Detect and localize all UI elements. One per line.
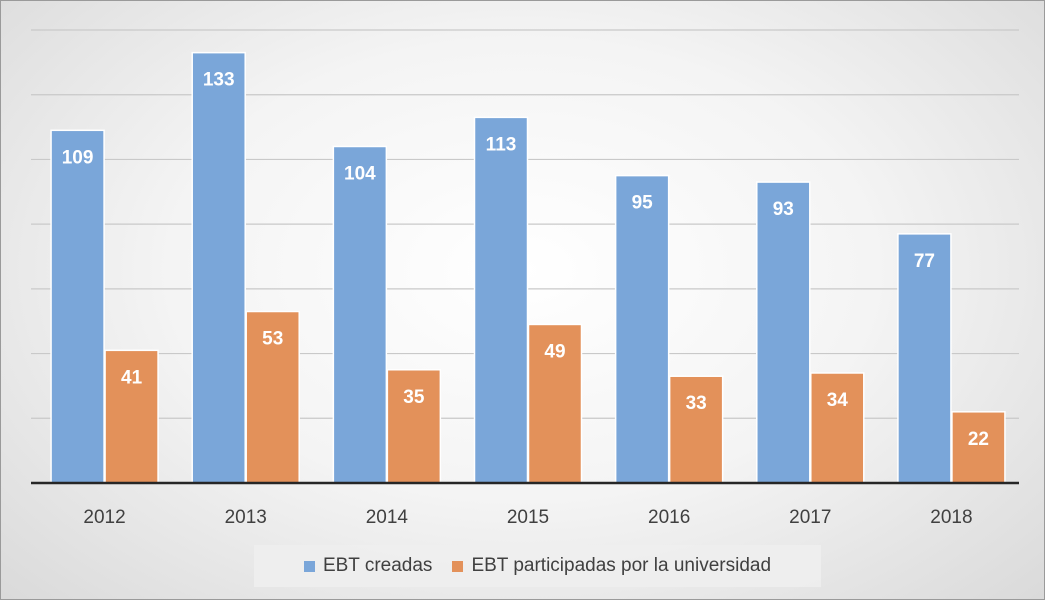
data-label: 113 xyxy=(486,134,517,155)
legend: EBT creadas EBT participadas por la univ… xyxy=(254,545,821,587)
bar xyxy=(810,372,865,484)
bar xyxy=(245,310,300,484)
legend-item-ebt-participadas: EBT participadas por la universidad xyxy=(452,555,771,577)
legend-item-ebt-creadas: EBT creadas xyxy=(303,555,433,577)
data-label: 109 xyxy=(62,147,94,168)
bar xyxy=(951,411,1006,484)
data-label: 35 xyxy=(403,387,425,408)
data-label: 22 xyxy=(968,429,989,450)
data-label: 41 xyxy=(121,367,143,388)
data-label: 53 xyxy=(262,329,283,350)
bar xyxy=(614,174,670,484)
data-label: 104 xyxy=(344,163,376,184)
bar xyxy=(756,181,811,484)
legend-label-ebt-creadas: EBT creadas xyxy=(322,555,433,576)
legend-swatch-ebt-creadas xyxy=(303,560,315,572)
data-label: 133 xyxy=(203,70,235,91)
bar xyxy=(50,129,105,484)
data-label: 33 xyxy=(686,393,707,414)
bar xyxy=(386,369,442,484)
x-tick-label: 2016 xyxy=(648,507,690,528)
data-label: 95 xyxy=(632,193,654,214)
bar xyxy=(191,51,246,484)
x-tick-label: 2017 xyxy=(789,507,831,528)
legend-label-ebt-participadas: EBT participadas por la universidad xyxy=(471,555,772,576)
data-label: 34 xyxy=(827,390,849,411)
bar xyxy=(473,116,529,484)
legend-swatch-ebt-participadas xyxy=(452,560,464,572)
data-label: 77 xyxy=(914,251,935,272)
x-tick-label: 2013 xyxy=(225,507,267,528)
bar xyxy=(332,145,388,484)
data-label: 93 xyxy=(773,199,794,220)
bar xyxy=(668,375,724,484)
bar xyxy=(897,233,952,484)
x-tick-label: 2014 xyxy=(366,507,409,528)
x-tick-label: 2018 xyxy=(930,507,972,528)
x-tick-label: 2015 xyxy=(507,507,549,528)
x-tick-label: 2012 xyxy=(83,507,125,528)
bar xyxy=(527,323,583,484)
data-label: 49 xyxy=(544,341,565,362)
